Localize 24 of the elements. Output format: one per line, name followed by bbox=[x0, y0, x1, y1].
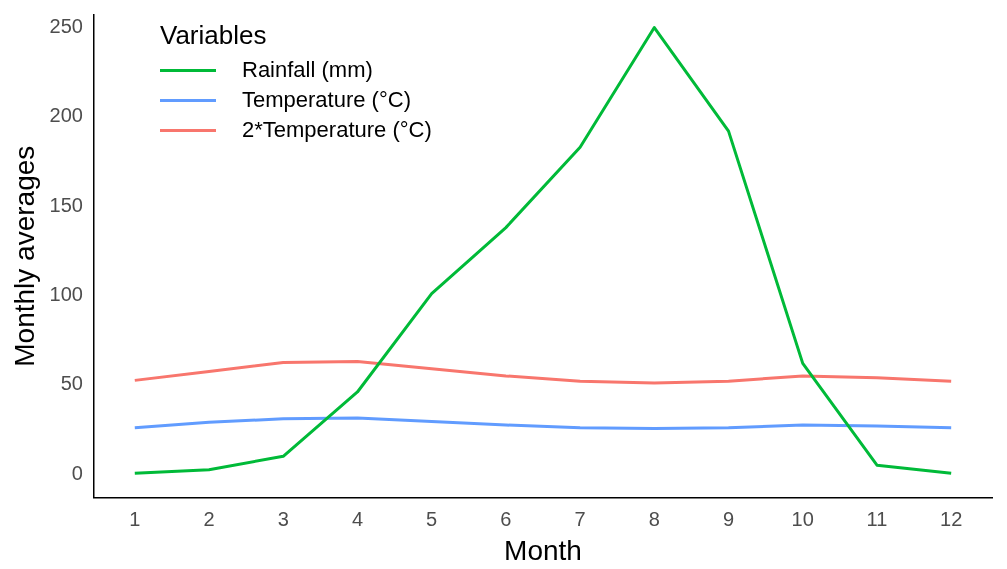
y-tick-label: 100 bbox=[49, 283, 83, 306]
legend-label: Temperature (°C) bbox=[242, 87, 411, 113]
legend-label: 2*Temperature (°C) bbox=[242, 117, 432, 143]
x-tick-label: 2 bbox=[203, 507, 215, 530]
x-tick-label: 7 bbox=[574, 507, 586, 530]
x-tick-label: 3 bbox=[277, 507, 289, 530]
x-tick-label: 10 bbox=[791, 507, 814, 530]
legend-label: Rainfall (mm) bbox=[242, 57, 373, 83]
x-axis-title: Month bbox=[504, 534, 582, 566]
x-tick-label: 9 bbox=[722, 507, 735, 530]
x-tick-label: 1 bbox=[129, 507, 141, 530]
y-tick-label: 0 bbox=[71, 461, 83, 484]
x-tick-label: 11 bbox=[866, 507, 888, 530]
x-tick-label: 5 bbox=[426, 507, 438, 530]
y-tick-label: 150 bbox=[49, 193, 83, 216]
x-tick-label: 4 bbox=[351, 507, 363, 530]
x-tick-label: 12 bbox=[940, 507, 963, 530]
y-tick-label: 200 bbox=[49, 104, 83, 127]
legend-title: Variables bbox=[160, 20, 268, 51]
y-tick-label: 50 bbox=[60, 372, 83, 395]
x-tick-label: 6 bbox=[500, 507, 512, 530]
y-axis-title: Monthly averages bbox=[8, 145, 40, 367]
x-tick-label: 8 bbox=[648, 507, 660, 530]
y-tick-label: 250 bbox=[49, 15, 83, 38]
